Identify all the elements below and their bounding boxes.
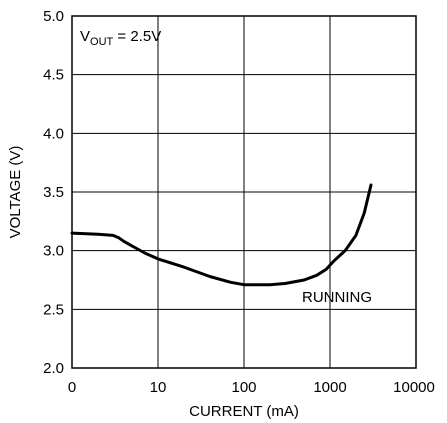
y-tick-labels: 2.0 2.5 3.0 3.5 4.0 4.5 5.0 <box>43 8 64 377</box>
y-tick-label: 3.5 <box>43 184 64 201</box>
y-tick-label: 3.0 <box>43 243 64 260</box>
plot-frame <box>71 15 417 369</box>
x-tick-label: 10000 <box>393 379 435 396</box>
x-tick-label: 10 <box>150 379 167 396</box>
y-axis-label: VOLTAGE (V) <box>7 146 24 239</box>
grid <box>72 16 416 368</box>
y-tick-label: 4.5 <box>43 67 64 84</box>
x-tick-labels: 0 10 100 1000 10000 <box>68 379 435 396</box>
x-tick-label: 0 <box>68 379 76 396</box>
series-running-line <box>70 183 373 287</box>
y-tick-label: 4.0 <box>43 125 64 142</box>
vout-annotation-main: V <box>80 28 90 45</box>
x-tick-label: 100 <box>231 379 256 396</box>
y-tick-label: 2.5 <box>43 301 64 318</box>
y-tick-label: 5.0 <box>43 8 64 25</box>
y-tick-label: 2.0 <box>43 360 64 377</box>
vout-annotation: VOUT = 2.5V <box>80 28 161 48</box>
x-tick-label: 1000 <box>313 379 346 396</box>
vout-annotation-rest: = 2.5V <box>113 28 161 45</box>
x-axis-label: CURRENT (mA) <box>189 403 299 420</box>
series-running-label: RUNNING <box>302 289 372 306</box>
vout-annotation-sub: OUT <box>90 36 114 48</box>
